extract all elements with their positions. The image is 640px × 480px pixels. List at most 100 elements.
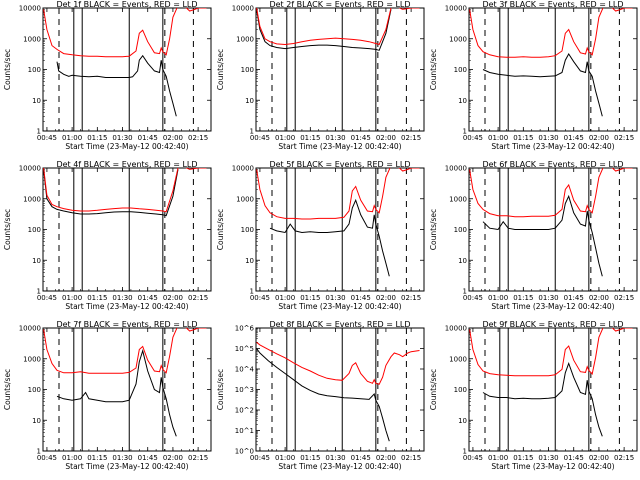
- y-tick-label: 100: [241, 226, 254, 234]
- y-tick-label: 1000: [23, 355, 41, 363]
- series-line-events: [482, 53, 603, 117]
- y-tick-label: 100: [454, 226, 467, 234]
- y-tick-label: 10000: [232, 165, 254, 173]
- x-tick-label: 01:15: [513, 134, 533, 142]
- x-tick-label: 00:45: [250, 134, 270, 142]
- data-series: [43, 328, 207, 437]
- y-axis-label: Counts/sec: [3, 369, 12, 410]
- y-tick-label: 100: [454, 386, 467, 394]
- y-tick-label: 10^2: [235, 407, 254, 415]
- data-series: [469, 168, 633, 277]
- x-tick-label: 00:45: [463, 294, 483, 302]
- y-tick-label: 10000: [445, 165, 467, 173]
- x-axis-label: Start Time (23-May-12 00:42:40): [491, 142, 614, 151]
- x-tick-label: 01:30: [112, 454, 132, 462]
- series-line-lld: [469, 328, 633, 377]
- data-series: [469, 8, 633, 117]
- y-tick-label: 1000: [23, 35, 41, 43]
- x-axis-label: Start Time (23-May-12 00:42:40): [491, 462, 614, 471]
- x-tick-label: 01:45: [351, 454, 371, 462]
- x-tick-label: 02:15: [614, 134, 634, 142]
- series-line-events: [269, 198, 390, 277]
- x-tick-label: 02:15: [614, 294, 634, 302]
- y-tick-label: 100: [28, 386, 41, 394]
- x-tick-label: 01:30: [325, 134, 345, 142]
- y-tick-label: 10000: [19, 5, 41, 13]
- series-line-lld: [469, 8, 633, 58]
- data-series: [43, 8, 207, 117]
- y-tick-label: 1: [37, 288, 41, 296]
- panel-3: Det 3f BLACK = Events, RED = LLD 00:45 01:…: [429, 0, 638, 151]
- panel-7: Det 7f BLACK = Events, RED = LLD 00:45 01:…: [3, 320, 212, 471]
- y-tick-label: 10^3: [235, 386, 254, 394]
- x-tick-label: 01:30: [538, 294, 558, 302]
- panel-title: Det 6f BLACK = Events, RED = LLD: [482, 160, 623, 169]
- y-tick-label: 1: [463, 288, 467, 296]
- x-ticks: 00:45 01:00 01:15 01:30 01:45 02:00 02:15: [250, 8, 421, 142]
- y-tick-label: 1: [37, 448, 41, 456]
- x-tick-label: 00:45: [250, 294, 270, 302]
- x-tick-label: 01:15: [87, 134, 107, 142]
- x-tick-label: 01:00: [488, 294, 508, 302]
- data-series: [469, 328, 633, 437]
- panel-title: Det 8f BLACK = Events, RED = LLD: [269, 320, 410, 329]
- x-tick-label: 02:00: [163, 454, 183, 462]
- series-line-lld: [256, 168, 420, 220]
- y-tick-label: 10^0: [235, 448, 254, 456]
- y-axis-label: Counts/sec: [3, 49, 12, 90]
- y-axis-label: Counts/sec: [429, 209, 438, 250]
- x-ticks: 00:45 01:00 01:15 01:30 01:45 02:00 02:15: [463, 168, 634, 302]
- x-tick-label: 01:30: [112, 134, 132, 142]
- y-tick-label: 1000: [449, 195, 467, 203]
- x-tick-label: 02:00: [589, 294, 609, 302]
- plot-frame: [255, 7, 425, 132]
- x-tick-label: 01:45: [564, 294, 584, 302]
- y-tick-label: 1000: [236, 195, 254, 203]
- y-axis-label: Counts/sec: [216, 209, 225, 250]
- plot-frame: [468, 327, 638, 452]
- series-line-events: [43, 169, 179, 217]
- y-tick-label: 1: [250, 288, 254, 296]
- x-tick-label: 01:15: [300, 134, 320, 142]
- x-tick-label: 01:45: [138, 134, 158, 142]
- panel-2: Det 2f BLACK = Events, RED = LLD 00:45 01:…: [216, 0, 425, 151]
- y-tick-label: 10: [32, 257, 41, 265]
- x-tick-label: 02:00: [589, 134, 609, 142]
- y-tick-label: 100: [28, 226, 41, 234]
- y-tick-label: 10000: [445, 5, 467, 13]
- x-tick-label: 02:15: [401, 454, 421, 462]
- x-tick-label: 02:15: [188, 454, 208, 462]
- panel-title: Det 2f BLACK = Events, RED = LLD: [269, 0, 410, 9]
- x-tick-label: 00:45: [37, 134, 57, 142]
- data-series: [256, 168, 420, 277]
- x-ticks: 00:45 01:00 01:15 01:30 01:45 02:00 02:15: [37, 328, 208, 462]
- x-axis-label: Start Time (23-May-12 00:42:40): [278, 302, 401, 311]
- x-tick-label: 01:45: [564, 454, 584, 462]
- x-tick-label: 02:00: [163, 134, 183, 142]
- x-tick-label: 00:45: [250, 454, 270, 462]
- y-tick-label: 10^4: [235, 366, 255, 374]
- x-tick-label: 00:45: [37, 454, 57, 462]
- x-tick-label: 01:00: [488, 454, 508, 462]
- plot-frame: [468, 167, 638, 292]
- panel-5: Det 5f BLACK = Events, RED = LLD 00:45 01:…: [216, 160, 425, 311]
- y-tick-label: 10000: [232, 5, 254, 13]
- panel-6: Det 6f BLACK = Events, RED = LLD 00:45 01:…: [429, 160, 638, 311]
- x-tick-label: 01:45: [138, 294, 158, 302]
- data-series: [43, 168, 207, 217]
- y-tick-label: 10000: [19, 325, 41, 333]
- y-tick-label: 10: [245, 257, 254, 265]
- y-ticks: 1 10 100 1000 10000: [445, 325, 637, 456]
- x-tick-label: 01:15: [87, 294, 107, 302]
- y-axis-label: Counts/sec: [216, 49, 225, 90]
- y-tick-label: 1000: [236, 35, 254, 43]
- x-axis-label: Start Time (23-May-12 00:42:40): [65, 462, 188, 471]
- y-tick-label: 10^1: [235, 427, 254, 435]
- plot-frame: [42, 167, 212, 292]
- y-tick-label: 1: [250, 128, 254, 136]
- series-line-events: [482, 362, 603, 437]
- x-axis-label: Start Time (23-May-12 00:42:40): [65, 302, 188, 311]
- y-tick-label: 10000: [19, 165, 41, 173]
- x-tick-label: 02:15: [188, 134, 208, 142]
- panel-title: Det 3f BLACK = Events, RED = LLD: [482, 0, 623, 9]
